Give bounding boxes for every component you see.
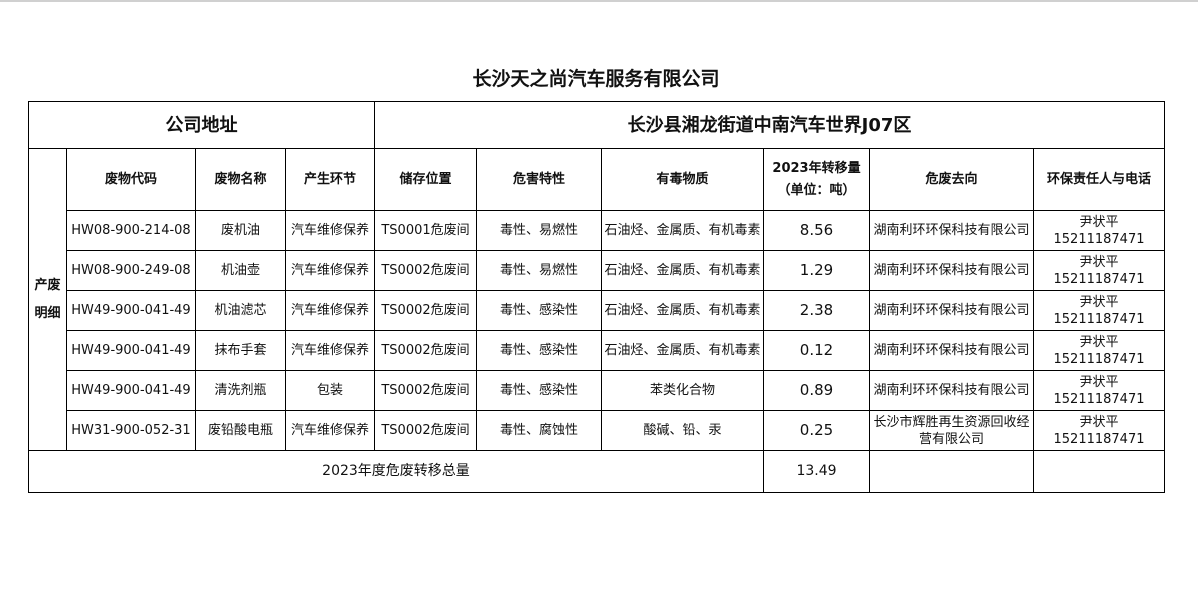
- contact-phone: 15211187471: [1053, 231, 1145, 247]
- hazard-cell: 毒性、易燃性: [476, 250, 602, 291]
- contact-person: 尹状平: [1079, 294, 1119, 310]
- amount-cell: 2.38: [763, 290, 870, 331]
- waste-code-cell: HW08-900-249-08: [66, 250, 196, 291]
- contact-cell: 尹状平 15211187471: [1033, 210, 1165, 251]
- address-value: 长沙县湘龙街道中南汽车世界J07区: [374, 101, 1165, 149]
- table-row: HW49-900-041-49 清洗剂瓶 包装 TS0002危废间 毒性、感染性 苯类化合…: [29, 370, 1165, 411]
- stage-cell: 汽车维修保养: [285, 410, 375, 451]
- contact-phone: 15211187471: [1053, 431, 1145, 447]
- total-row: 2023年度危废转移总量 13.49: [28, 450, 1165, 493]
- total-label: 2023年度危废转移总量: [28, 450, 764, 493]
- destination-cell: 湖南利环环保科技有限公司: [869, 330, 1034, 371]
- table-row: HW49-900-041-49 抹布手套 汽车维修保养 TS0002危废间 毒性、感染性…: [29, 330, 1165, 371]
- contact-cell: 尹状平 15211187471: [1033, 250, 1165, 291]
- toxic-cell: 石油烃、金属质、有机毒素: [601, 250, 764, 291]
- waste-name-cell: 废铅酸电瓶: [195, 410, 286, 451]
- storage-cell: TS0001危废间: [374, 210, 477, 251]
- header-amount-line1: 2023年转移量: [772, 160, 861, 176]
- toxic-cell: 苯类化合物: [601, 370, 764, 411]
- destination-cell: 湖南利环环保科技有限公司: [869, 370, 1034, 411]
- waste-code-cell: HW49-900-041-49: [66, 290, 196, 331]
- toxic-cell: 石油烃、金属质、有机毒素: [601, 290, 764, 331]
- storage-cell: TS0002危废间: [374, 250, 477, 291]
- stage-cell: 包装: [285, 370, 375, 411]
- total-value: 13.49: [763, 450, 870, 493]
- waste-code-cell: HW08-900-214-08: [66, 210, 196, 251]
- waste-name-cell: 抹布手套: [195, 330, 286, 371]
- header-hazard: 危害特性: [476, 148, 602, 211]
- contact-cell: 尹状平 15211187471: [1033, 290, 1165, 331]
- amount-cell: 0.12: [763, 330, 870, 371]
- stage-cell: 汽车维修保养: [285, 250, 375, 291]
- destination-cell: 湖南利环环保科技有限公司: [869, 250, 1034, 291]
- toxic-cell: 石油烃、金属质、有机毒素: [601, 210, 764, 251]
- waste-name-cell: 清洗剂瓶: [195, 370, 286, 411]
- top-border: [0, 0, 1198, 2]
- hazard-cell: 毒性、易燃性: [476, 210, 602, 251]
- amount-cell: 0.89: [763, 370, 870, 411]
- address-label: 公司地址: [28, 101, 375, 149]
- contact-cell: 尹状平 15211187471: [1033, 410, 1165, 451]
- header-person: 环保责任人与电话: [1033, 148, 1165, 211]
- waste-code-cell: HW31-900-052-31: [66, 410, 196, 451]
- contact-person: 尹状平: [1079, 214, 1119, 230]
- waste-code-cell: HW49-900-041-49: [66, 370, 196, 411]
- contact-person: 尹状平: [1079, 254, 1119, 270]
- stage-cell: 汽车维修保养: [285, 330, 375, 371]
- header-storage: 储存位置: [374, 148, 477, 211]
- toxic-cell: 酸碱、铅、汞: [601, 410, 764, 451]
- header-dest: 危废去向: [869, 148, 1034, 211]
- amount-cell: 0.25: [763, 410, 870, 451]
- header-stage: 产生环节: [285, 148, 375, 211]
- amount-cell: 1.29: [763, 250, 870, 291]
- waste-name-cell: 机油壶: [195, 250, 286, 291]
- destination-cell: 湖南利环环保科技有限公司: [869, 210, 1034, 251]
- contact-person: 尹状平: [1079, 334, 1119, 350]
- contact-person: 尹状平: [1079, 374, 1119, 390]
- contact-phone: 15211187471: [1053, 391, 1145, 407]
- storage-cell: TS0002危废间: [374, 410, 477, 451]
- contact-phone: 15211187471: [1053, 311, 1145, 327]
- hazard-cell: 毒性、腐蚀性: [476, 410, 602, 451]
- table-row: HW08-900-249-08 机油壶 汽车维修保养 TS0002危废间 毒性、易燃性石…: [29, 250, 1165, 291]
- stage-cell: 汽车维修保养: [285, 210, 375, 251]
- table-row: HW08-900-214-08 废机油 汽车维修保养 TS0001危废间 毒性、易燃性石…: [29, 210, 1165, 251]
- contact-person: 尹状平: [1079, 414, 1119, 430]
- header-toxic: 有毒物质: [601, 148, 764, 211]
- waste-name-cell: 机油滤芯: [195, 290, 286, 331]
- header-code: 废物代码: [66, 148, 196, 211]
- header-amount-unit: （单位：吨）: [777, 182, 856, 198]
- destination-cell: 湖南利环环保科技有限公司: [869, 290, 1034, 331]
- storage-cell: TS0002危废间: [374, 370, 477, 411]
- total-empty-1: [869, 450, 1034, 493]
- contact-cell: 尹状平 15211187471: [1033, 370, 1165, 411]
- amount-cell: 8.56: [763, 210, 870, 251]
- total-empty-2: [1033, 450, 1165, 493]
- hazardous-waste-table: 公司地址 长沙县湘龙街道中南汽车世界J07区 产废明细 废物代码 废物名称 产生…: [28, 101, 1165, 493]
- table-row: HW31-900-052-31 废铅酸电瓶 汽车维修保养 TS0002危废间 毒性、腐蚀…: [29, 410, 1165, 451]
- table-row: HW49-900-041-49 机油滤芯 汽车维修保养 TS0002危废间 毒性、感染性…: [29, 290, 1165, 331]
- side-label: 产废明细: [28, 148, 67, 451]
- address-row: 公司地址 长沙县湘龙街道中南汽车世界J07区: [28, 101, 1165, 149]
- destination-cell: 长沙市辉胜再生资源回收经营有限公司: [869, 410, 1034, 451]
- hazard-cell: 毒性、感染性: [476, 330, 602, 371]
- stage-cell: 汽车维修保养: [285, 290, 375, 331]
- hazard-cell: 毒性、感染性: [476, 370, 602, 411]
- waste-code-cell: HW49-900-041-49: [66, 330, 196, 371]
- hazard-cell: 毒性、感染性: [476, 290, 602, 331]
- header-row: 产废明细 废物代码 废物名称 产生环节 储存位置 危害特性 有毒物质 2023年…: [28, 148, 1165, 451]
- header-amount: 2023年转移量 （单位：吨）: [763, 148, 870, 211]
- page-title: 长沙天之尚汽车服务有限公司: [472, 68, 720, 90]
- header-name: 废物名称: [195, 148, 286, 211]
- toxic-cell: 石油烃、金属质、有机毒素: [601, 330, 764, 371]
- contact-phone: 15211187471: [1053, 271, 1145, 287]
- storage-cell: TS0002危废间: [374, 290, 477, 331]
- waste-name-cell: 废机油: [195, 210, 286, 251]
- storage-cell: TS0002危废间: [374, 330, 477, 371]
- contact-phone: 15211187471: [1053, 351, 1145, 367]
- contact-cell: 尹状平 15211187471: [1033, 330, 1165, 371]
